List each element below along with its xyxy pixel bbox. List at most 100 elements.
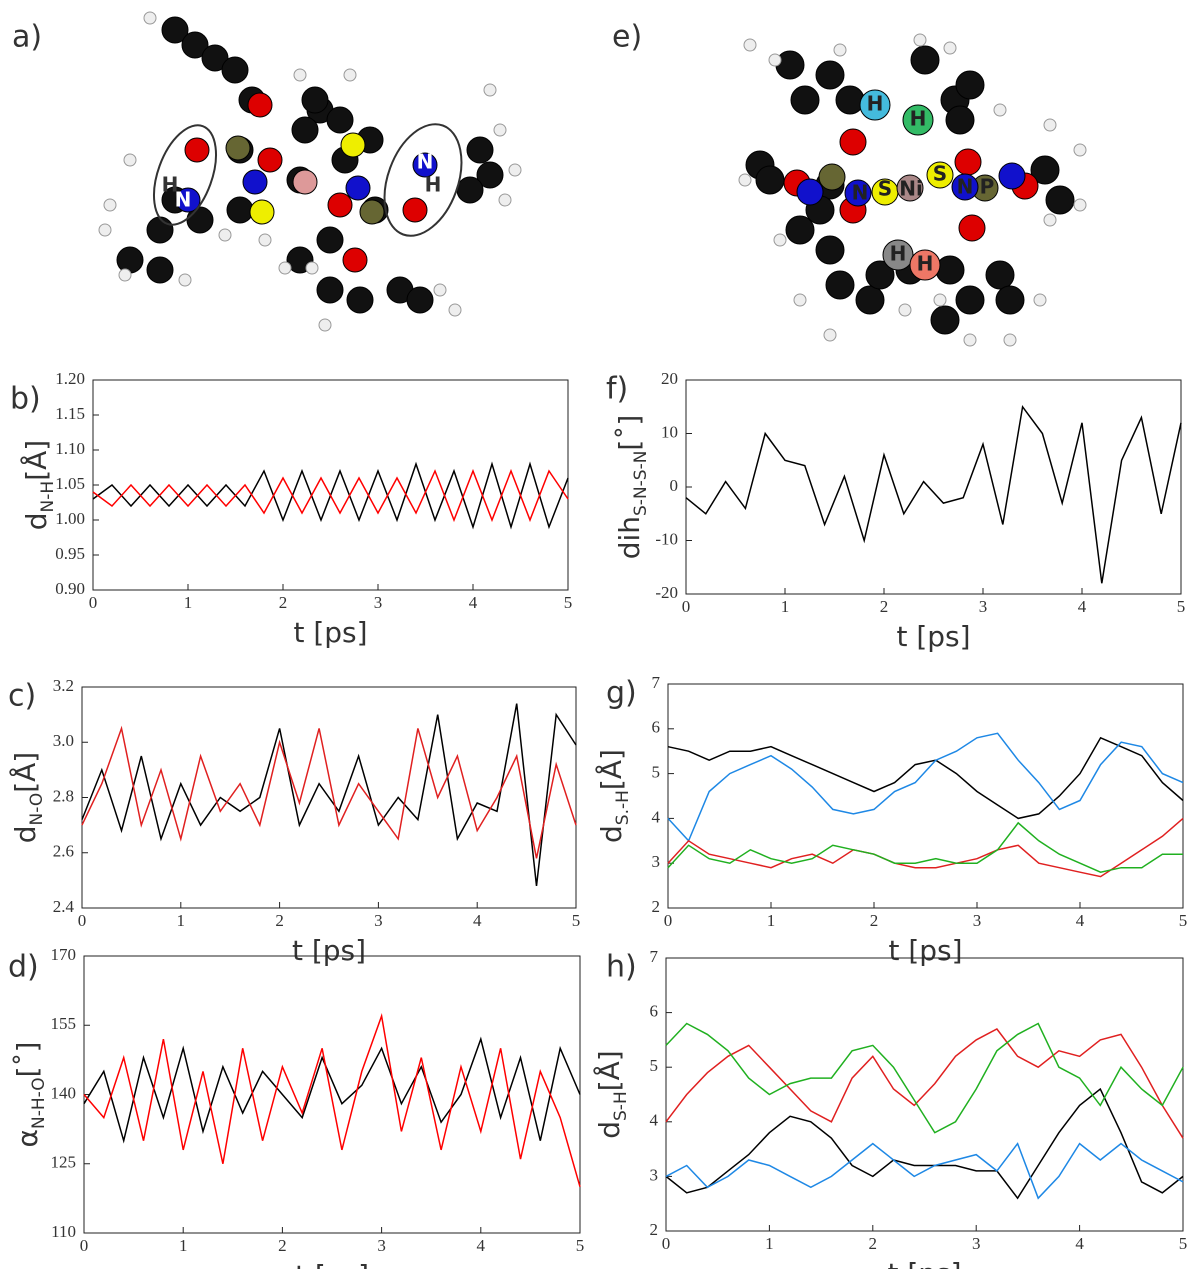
atom-ball <box>835 85 865 115</box>
atom-ball <box>998 162 1026 190</box>
atom-label: H <box>910 107 927 131</box>
y-tick-label: 140 <box>51 1083 77 1102</box>
y-tick-label: 1.15 <box>55 404 85 423</box>
h-atom <box>305 261 319 275</box>
atom-label: N <box>175 188 192 212</box>
x-tick-label: 1 <box>177 911 186 930</box>
x-tick-label: 5 <box>1179 1234 1188 1253</box>
y-tick-label: 110 <box>51 1222 76 1241</box>
atom-label: Ni <box>899 177 923 201</box>
y-axis-label: dN-H[Å] <box>19 440 58 530</box>
x-tick-label: 2 <box>278 1236 287 1255</box>
y-label-unit: [Å] <box>594 749 628 790</box>
y-tick-label: 0.95 <box>55 544 85 563</box>
atom-ball <box>221 56 249 84</box>
atom-ball <box>896 174 924 202</box>
y-tick-label: 0 <box>670 476 679 495</box>
data-line <box>92 468 569 523</box>
y-label-sub: S-H <box>611 1091 631 1121</box>
x-tick-label: 4 <box>477 1236 486 1255</box>
x-tick-label: 3 <box>374 911 383 930</box>
h-atom <box>343 68 357 82</box>
data-line <box>83 1013 581 1188</box>
x-tick-label: 1 <box>767 911 776 930</box>
h-atom <box>448 303 462 317</box>
panel-label: g) <box>606 676 637 711</box>
y-tick-label: -20 <box>655 583 678 602</box>
x-axis-label: t [ps] <box>896 620 970 653</box>
x-tick-label: 4 <box>473 911 482 930</box>
atom-ball <box>292 169 318 195</box>
y-label-main: d <box>593 1121 626 1139</box>
y-tick-label: 1.10 <box>55 439 85 458</box>
atom-ball <box>985 260 1015 290</box>
atom-ball <box>755 165 785 195</box>
atom-ball <box>951 173 979 201</box>
atom-ball <box>466 136 494 164</box>
atom-ball <box>345 175 371 201</box>
y-label-main: d <box>9 825 42 843</box>
h-atom <box>258 233 272 247</box>
y-axis-label: αN-H-O[˚] <box>11 1042 49 1148</box>
h-atom <box>218 228 232 242</box>
y-tick-label: 5 <box>652 763 661 782</box>
panel-label: f) <box>606 372 628 407</box>
atom-label: N <box>417 150 434 174</box>
x-tick-label: 5 <box>1177 597 1186 616</box>
y-label-main: α <box>11 1129 44 1147</box>
atom-ball <box>815 60 845 90</box>
atom-ball <box>775 50 805 80</box>
y-tick-label: 125 <box>51 1153 77 1172</box>
atom-ball <box>910 45 940 75</box>
x-tick-label: 3 <box>973 911 982 930</box>
h-atom <box>1073 143 1087 157</box>
x-tick-label: 1 <box>781 597 790 616</box>
data-line <box>83 1036 581 1144</box>
atom-ball <box>406 286 434 314</box>
x-tick-label: 2 <box>279 593 288 612</box>
atom-ball <box>790 85 820 115</box>
y-tick-label: 6 <box>650 1002 659 1021</box>
data-line <box>667 817 1184 878</box>
panel-label: e) <box>612 20 642 55</box>
data-line <box>685 404 1182 584</box>
h-atom <box>943 41 957 55</box>
x-tick-label: 2 <box>275 911 284 930</box>
y-label-sub: N-H <box>38 481 58 513</box>
y-tick-label: 7 <box>650 947 659 966</box>
panel-label: h) <box>606 950 637 985</box>
atom-ball <box>184 137 210 163</box>
atom-ball <box>146 256 174 284</box>
atom-ball <box>201 44 229 72</box>
h-atom <box>1073 198 1087 212</box>
x-axis-label: t [ps] <box>293 616 367 649</box>
x-tick-label: 1 <box>179 1236 188 1255</box>
atom-ball <box>412 152 438 178</box>
data-line <box>667 821 1183 873</box>
atom-ball <box>785 215 815 245</box>
y-label-unit: [Å] <box>8 752 42 793</box>
data-line <box>81 725 577 859</box>
atom-ball <box>316 276 344 304</box>
y-axis-label: dN-O[Å] <box>8 752 47 844</box>
h-atom <box>913 33 927 47</box>
y-tick-label: 20 <box>661 369 678 388</box>
data-line <box>81 703 577 886</box>
atom-label: N <box>852 181 869 205</box>
data-line <box>667 736 1184 820</box>
x-tick-label: 5 <box>1179 911 1188 930</box>
y-label-unit: [Å] <box>592 1050 626 1091</box>
y-tick-label: 1.20 <box>55 369 85 388</box>
h-atom <box>103 198 117 212</box>
y-label-sub: S.-H <box>613 790 633 825</box>
h-atom <box>498 193 512 207</box>
h-atom <box>98 223 112 237</box>
x-tick-label: 2 <box>869 1234 878 1253</box>
h-atom <box>1003 333 1017 347</box>
atom-ball <box>242 169 268 195</box>
x-axis-label: t [ps] <box>292 934 366 967</box>
x-tick-label: 4 <box>469 593 478 612</box>
atom-ball <box>926 161 954 189</box>
y-tick-label: 6 <box>652 718 661 737</box>
